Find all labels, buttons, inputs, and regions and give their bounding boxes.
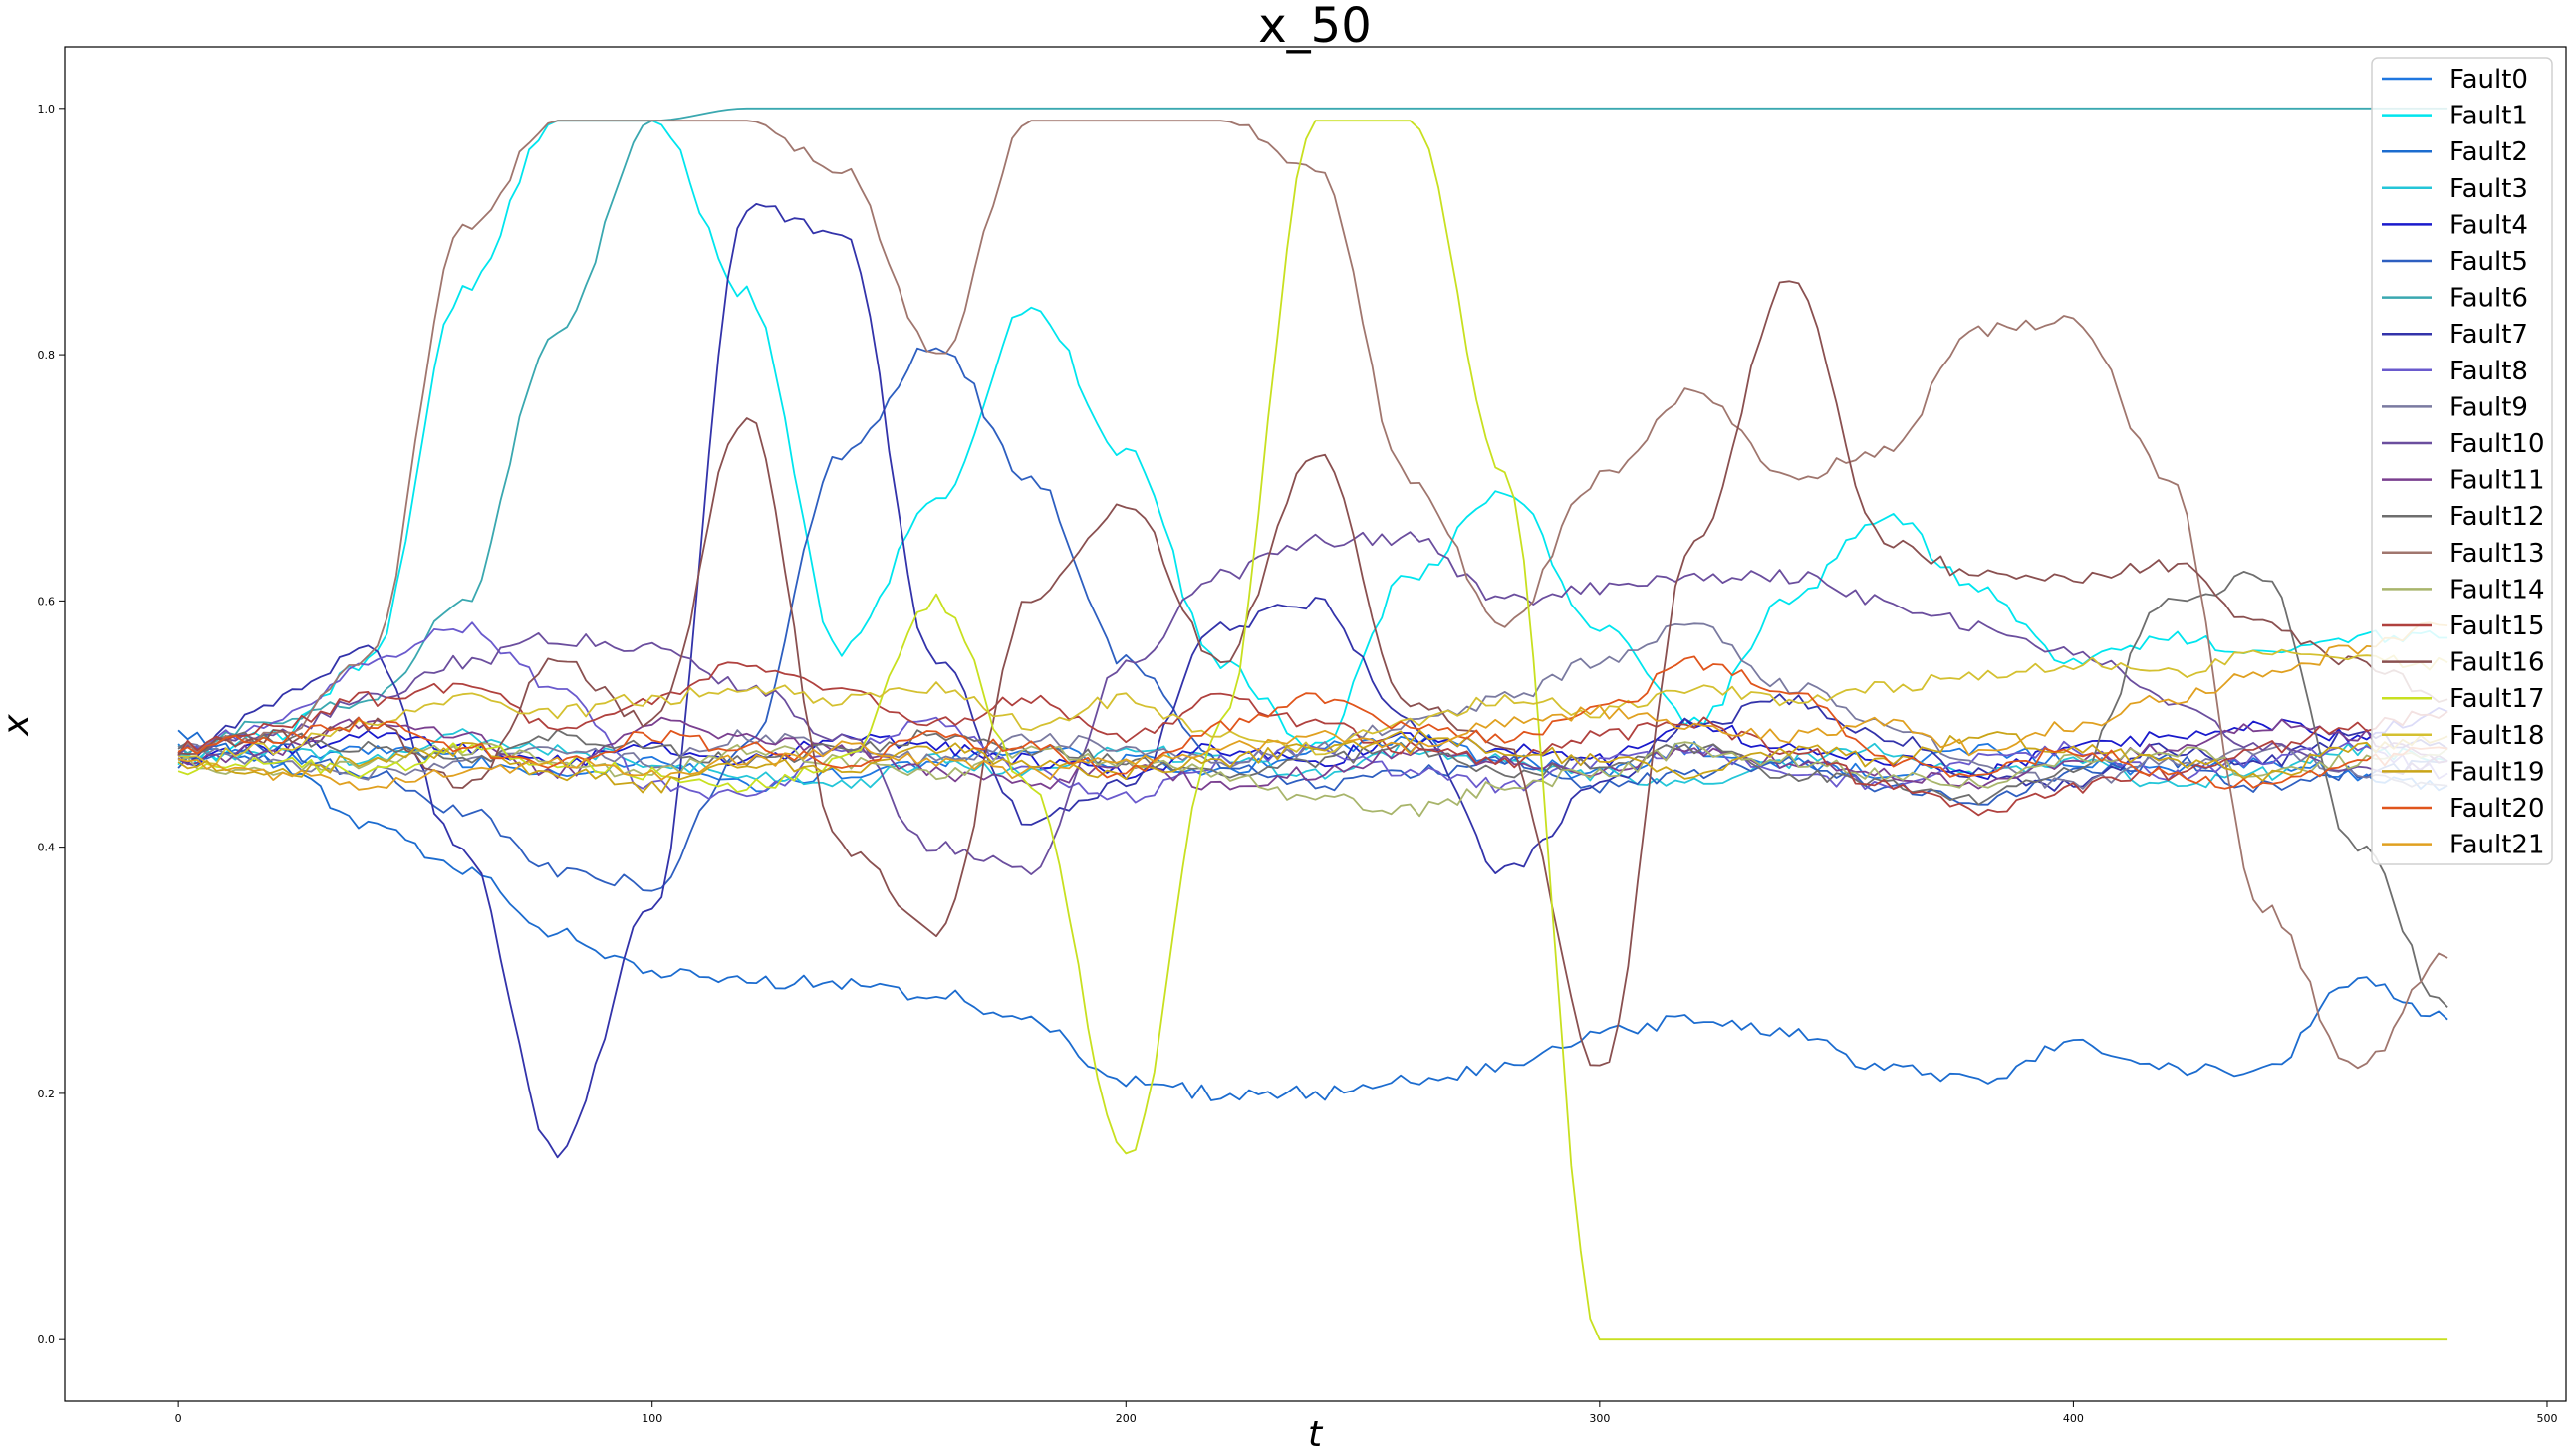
legend-item-fault14: Fault14 <box>2382 575 2544 605</box>
series-line-fault3 <box>177 728 2448 789</box>
x-axis-label: t <box>1308 1414 1324 1455</box>
series-line-fault2 <box>177 729 2448 1101</box>
legend-label: Fault14 <box>2449 575 2544 605</box>
legend-label: Fault9 <box>2449 392 2528 422</box>
series-line-fault16 <box>178 280 2448 1067</box>
legend-label: Fault11 <box>2449 466 2544 496</box>
plot-frame <box>64 46 2567 1402</box>
legend-item-fault0: Fault0 <box>2382 65 2528 95</box>
legend-item-fault6: Fault6 <box>2382 284 2528 314</box>
series-line-fault21 <box>177 621 2448 791</box>
series-line-fault19 <box>177 729 2448 794</box>
legend-item-fault20: Fault20 <box>2382 794 2544 824</box>
legend-item-fault15: Fault15 <box>2382 611 2544 641</box>
x-tick-label: 100 <box>642 1412 662 1425</box>
y-tick-label: 0.8 <box>38 349 56 362</box>
y-tick-label: 1.0 <box>38 103 56 116</box>
legend-item-fault9: Fault9 <box>2382 392 2528 422</box>
legend-label: Fault0 <box>2449 65 2528 95</box>
series-line-fault15 <box>177 661 2448 817</box>
legend-label: Fault7 <box>2449 320 2528 350</box>
y-axis-ticks: 0.0 0.2 0.4 0.6 0.8 1.0 <box>38 103 65 1346</box>
series-line-fault11 <box>177 716 2448 791</box>
legend-item-fault11: Fault11 <box>2382 466 2544 496</box>
legend-label: Fault3 <box>2449 174 2528 204</box>
legend-label: Fault21 <box>2449 831 2544 860</box>
legend-label: Fault2 <box>2449 137 2528 167</box>
legend-item-fault1: Fault1 <box>2382 102 2528 131</box>
x-axis-ticks: 0 100 200 300 400 500 <box>175 1401 2557 1425</box>
series-line-fault7 <box>177 202 2448 1159</box>
legend-item-fault10: Fault10 <box>2382 429 2544 459</box>
series-line-fault6 <box>177 107 2448 755</box>
legend-label: Fault1 <box>2449 102 2528 131</box>
legend-item-fault4: Fault4 <box>2382 210 2528 240</box>
legend-label: Fault5 <box>2449 247 2528 277</box>
legend-label: Fault16 <box>2449 648 2544 678</box>
legend-label: Fault10 <box>2449 429 2544 459</box>
legend-label: Fault18 <box>2449 721 2544 751</box>
legend-label: Fault8 <box>2449 357 2528 386</box>
x-tick-label: 200 <box>1116 1412 1137 1425</box>
legend-label: Fault13 <box>2449 539 2544 569</box>
legend-item-fault17: Fault17 <box>2382 684 2544 714</box>
legend-item-fault16: Fault16 <box>2382 648 2544 678</box>
legend-item-fault18: Fault18 <box>2382 721 2544 751</box>
y-tick-label: 0.2 <box>38 1088 56 1100</box>
legend-item-fault2: Fault2 <box>2382 137 2528 167</box>
x-tick-label: 500 <box>2536 1412 2557 1425</box>
x-tick-label: 300 <box>1589 1412 1610 1425</box>
legend-item-fault21: Fault21 <box>2382 831 2544 860</box>
legend-label: Fault17 <box>2449 684 2544 714</box>
legend-item-fault12: Fault12 <box>2382 502 2544 532</box>
series-line-fault5 <box>177 347 2448 892</box>
plot-area: 0 100 200 300 400 500 0.0 0.2 0.4 0.6 0.8 1.0 <box>38 46 2567 1425</box>
series-lines <box>177 107 2448 1341</box>
y-tick-label: 0.0 <box>38 1334 56 1346</box>
series-line-fault13 <box>177 120 2448 1070</box>
legend-label: Fault6 <box>2449 284 2528 314</box>
legend-item-fault8: Fault8 <box>2382 357 2528 386</box>
x-tick-label: 0 <box>175 1412 182 1425</box>
legend-item-fault5: Fault5 <box>2382 247 2528 277</box>
legend-item-fault13: Fault13 <box>2382 539 2544 569</box>
series-line-fault8 <box>177 621 2448 804</box>
legend-item-fault3: Fault3 <box>2382 174 2528 204</box>
legend-item-fault7: Fault7 <box>2382 320 2528 350</box>
legend: Fault0 Fault1 Fault2 Fault3 Fault4 Fault5 Faul… <box>2371 57 2553 865</box>
y-tick-label: 0.6 <box>38 595 56 607</box>
series-line-fault10 <box>177 531 2448 875</box>
y-axis-label: x <box>0 714 37 737</box>
series-line-fault20 <box>177 655 2448 790</box>
series-line-fault17 <box>177 120 2448 1341</box>
legend-item-fault19: Fault19 <box>2382 757 2544 787</box>
legend-label: Fault19 <box>2449 757 2544 787</box>
legend-label: Fault15 <box>2449 611 2544 641</box>
legend-label: Fault4 <box>2449 210 2528 240</box>
x-tick-label: 400 <box>2063 1412 2084 1425</box>
series-line-fault18 <box>178 648 2448 765</box>
legend-label: Fault12 <box>2449 502 2544 532</box>
y-tick-label: 0.4 <box>38 842 56 854</box>
chart-title: x_50 <box>1258 0 1371 54</box>
legend-label: Fault20 <box>2449 794 2544 824</box>
